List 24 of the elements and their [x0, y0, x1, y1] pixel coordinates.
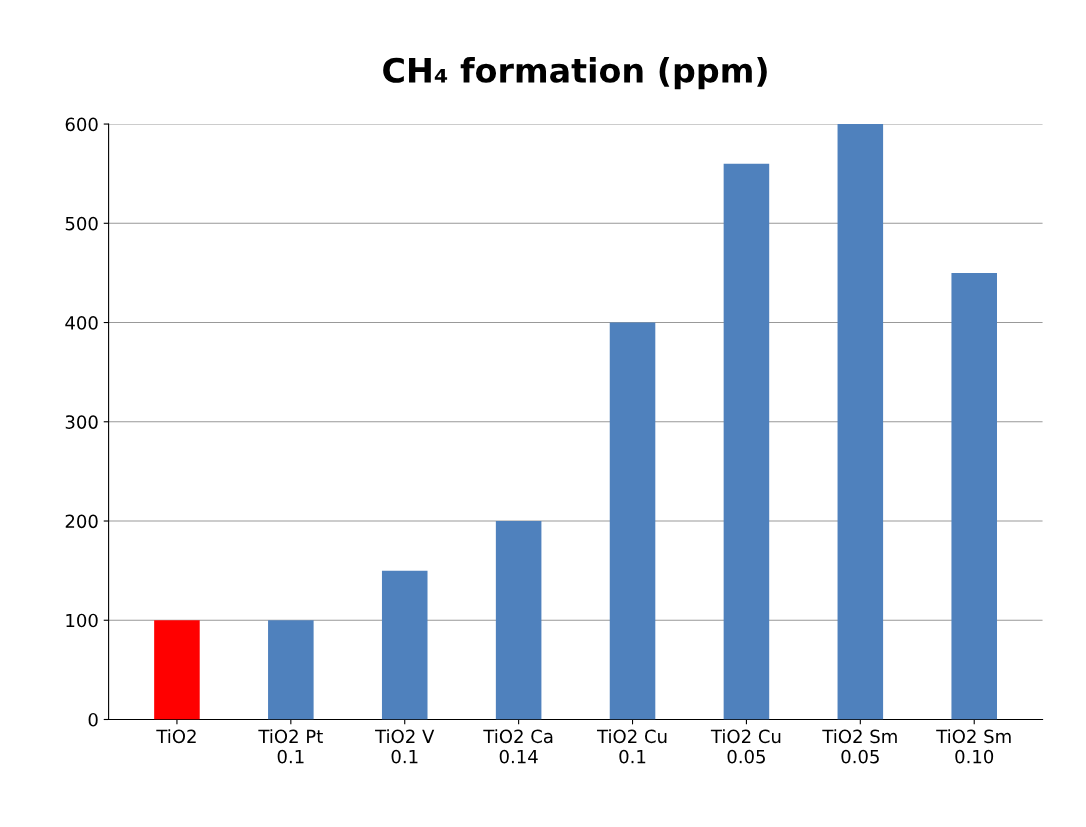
- y-tick-label: 100: [66, 613, 98, 628]
- bar: [951, 272, 997, 720]
- bar: [609, 322, 656, 720]
- bar: [723, 163, 770, 720]
- bar: [381, 570, 428, 720]
- y-tick-label: 500: [65, 216, 98, 231]
- y-tick-label: 600: [65, 117, 98, 132]
- y-tick-label: 300: [65, 415, 98, 429]
- x-tick-label: TiO2: [156, 729, 196, 744]
- bar: [154, 620, 200, 720]
- y-tick-label: 200: [65, 514, 98, 529]
- x-tick-label: TiO2 Cu 0.05: [710, 729, 781, 764]
- y-tick-label: 400: [65, 315, 98, 330]
- x-tick-label: TiO2 V 0.1: [375, 729, 435, 764]
- chart-title: CH₄ formation (ppm): [383, 57, 767, 90]
- bar: [495, 521, 542, 720]
- x-tick-label: TiO2 Sm 0.05: [822, 729, 897, 764]
- y-tick-label: 0: [88, 712, 98, 727]
- x-tick-label: TiO2 Pt 0.1: [258, 729, 323, 764]
- x-tick-label: TiO2 Sm 0.10: [936, 729, 1011, 764]
- bar: [268, 620, 314, 720]
- x-tick-label: TiO2 Cu 0.1: [596, 729, 667, 764]
- x-tick-label: TiO2 Ca 0.14: [483, 729, 553, 764]
- bar: [837, 124, 884, 720]
